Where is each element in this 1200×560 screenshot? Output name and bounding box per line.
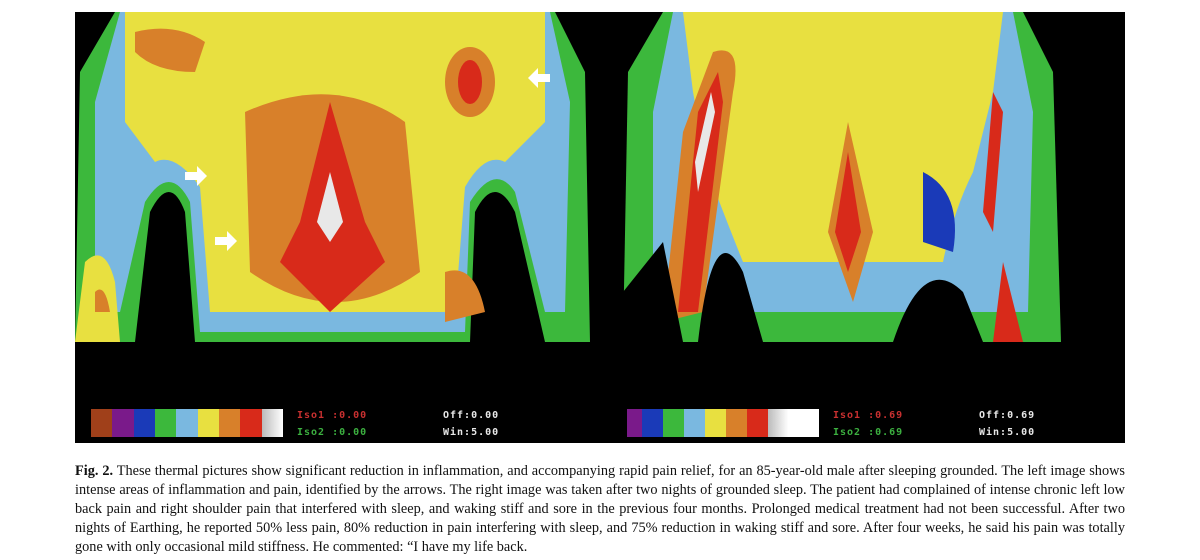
window-readout-after: Win:5.00 [979, 427, 1036, 438]
thermal-image-before [75, 12, 590, 342]
figure-caption: Fig. 2. These thermal pictures show sign… [75, 462, 1125, 557]
offset-readout-before: Off:0.00 [443, 410, 500, 421]
caption-text: These thermal pictures show significant … [75, 463, 1125, 555]
iso1-readout-after: Iso1 :0.69 [833, 410, 904, 421]
color-scale-after [627, 409, 819, 437]
iso2-readout-before: Iso2 :0.00 [297, 427, 368, 438]
arrow-icon [185, 166, 207, 186]
arrow-icon [528, 68, 550, 88]
iso2-readout-after: Iso2 :0.69 [833, 427, 904, 438]
thermal-figure: Iso1 :0.00 Iso2 :0.00 Off:0.00 Win:5.00 … [75, 12, 1125, 443]
figure-label: Fig. 2. [75, 463, 114, 479]
thermal-image-after [623, 12, 1061, 342]
iso1-readout-before: Iso1 :0.00 [297, 410, 368, 421]
color-scale-before [91, 409, 283, 437]
offset-readout-after: Off:0.69 [979, 410, 1036, 421]
window-readout-before: Win:5.00 [443, 427, 500, 438]
arrow-icon [215, 231, 237, 251]
